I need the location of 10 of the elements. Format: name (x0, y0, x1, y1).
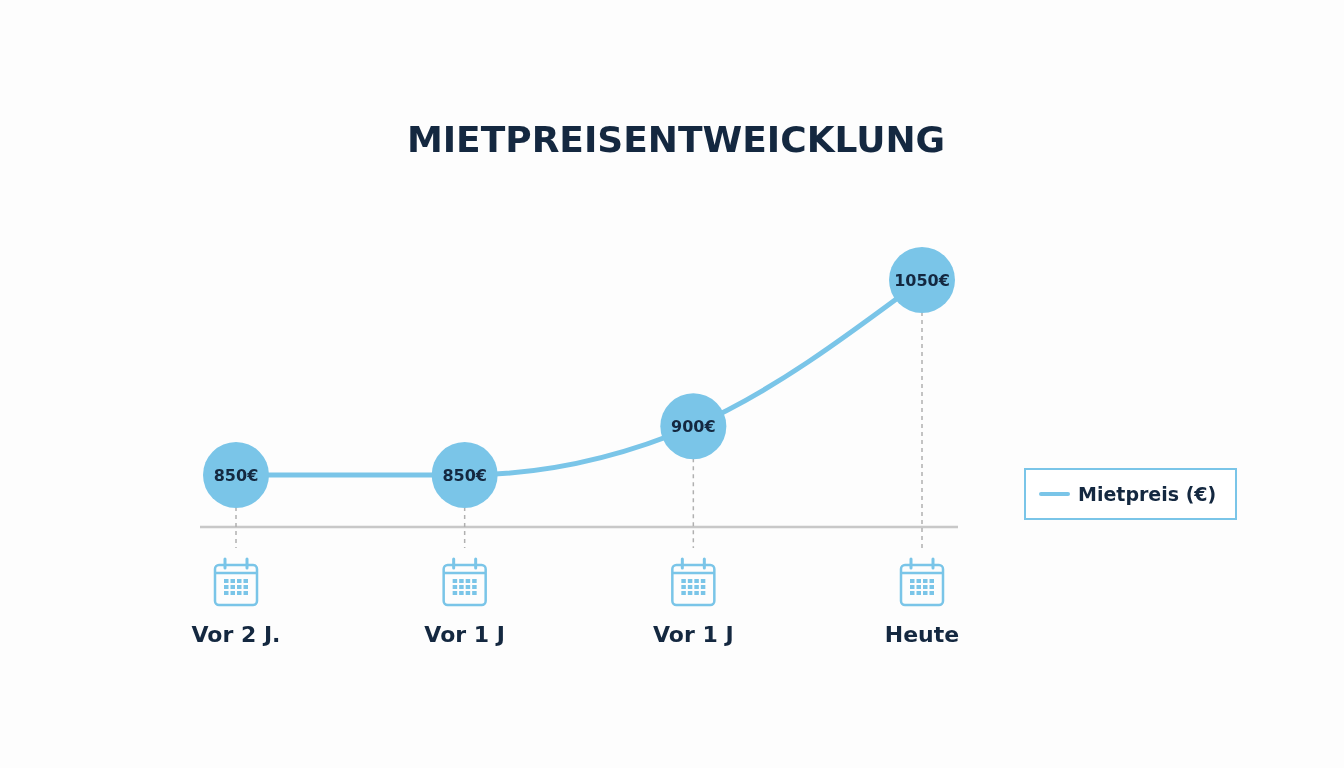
data-label: 1050€ (894, 271, 950, 290)
x-tick-label: Heute (884, 622, 960, 647)
data-label: 850€ (213, 466, 259, 485)
chart-title: MIETPREISENTWEICKLUNG (406, 119, 946, 160)
x-tick-label: Vor 1 J (653, 622, 734, 647)
data-label: 900€ (671, 417, 716, 437)
data-label: 850€ (442, 466, 487, 485)
x-tick-label: Vor 1 J (424, 622, 505, 647)
legend-label: Mietpreis (€) (1078, 483, 1217, 505)
x-tick-label: Vor 2 J. (191, 622, 281, 647)
